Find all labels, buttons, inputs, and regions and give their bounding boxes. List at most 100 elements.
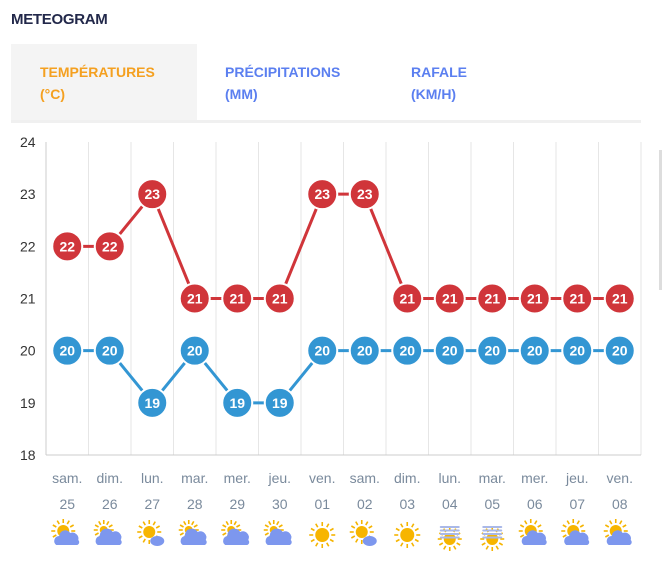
data-point-max[interactable] bbox=[51, 230, 84, 263]
tab-unit: (KM/H) bbox=[411, 86, 457, 102]
y-tick-label: 22 bbox=[20, 238, 36, 254]
date-label: 28 bbox=[187, 496, 203, 512]
y-tick-label: 19 bbox=[20, 395, 36, 411]
data-point-min[interactable] bbox=[433, 334, 466, 367]
y-tick-label: 24 bbox=[20, 134, 36, 150]
data-point-max[interactable] bbox=[136, 178, 169, 211]
day-label: lun. bbox=[438, 470, 461, 486]
tab-unit: (°C) bbox=[40, 86, 66, 102]
cloud-sun-icon bbox=[178, 520, 207, 545]
data-label: 21 bbox=[187, 291, 203, 307]
data-label: 20 bbox=[59, 343, 75, 359]
data-point-max[interactable] bbox=[306, 178, 339, 211]
cloud-sun-icon bbox=[93, 520, 122, 545]
scrollbar[interactable] bbox=[659, 150, 662, 290]
cloud-sun-icon bbox=[221, 520, 250, 545]
data-label: 22 bbox=[102, 238, 118, 254]
data-label: 20 bbox=[612, 343, 628, 359]
day-label: mer. bbox=[521, 470, 548, 486]
data-label: 21 bbox=[229, 291, 245, 307]
data-label: 21 bbox=[612, 291, 628, 307]
sun-small-cloud-icon bbox=[137, 520, 165, 546]
data-label: 20 bbox=[187, 343, 203, 359]
day-label: ven. bbox=[607, 470, 633, 486]
data-point-min[interactable] bbox=[136, 386, 169, 419]
sun-cloud-icon bbox=[603, 519, 632, 545]
data-label: 20 bbox=[102, 343, 118, 359]
date-label: 25 bbox=[59, 496, 75, 512]
data-point-max[interactable] bbox=[391, 282, 424, 315]
data-point-min[interactable] bbox=[263, 386, 296, 419]
data-point-max[interactable] bbox=[263, 282, 296, 315]
tab-precipitations[interactable]: PRÉCIPITATIONS (MM) bbox=[225, 44, 340, 120]
data-point-min[interactable] bbox=[518, 334, 551, 367]
data-label: 21 bbox=[569, 291, 585, 307]
sun-cloud-icon bbox=[51, 519, 80, 545]
y-tick-label: 23 bbox=[20, 186, 36, 202]
data-point-max[interactable] bbox=[221, 282, 254, 315]
data-label: 19 bbox=[229, 395, 245, 411]
day-label: jeu. bbox=[267, 470, 291, 486]
tab-label: PRÉCIPITATIONS bbox=[225, 64, 341, 80]
day-label: lun. bbox=[141, 470, 164, 486]
date-label: 29 bbox=[229, 496, 245, 512]
data-point-max[interactable] bbox=[561, 282, 594, 315]
date-label: 03 bbox=[399, 496, 415, 512]
fog-sun-icon bbox=[480, 526, 505, 551]
data-point-min[interactable] bbox=[391, 334, 424, 367]
date-label: 01 bbox=[314, 496, 330, 512]
date-label: 07 bbox=[569, 496, 585, 512]
date-label: 27 bbox=[144, 496, 160, 512]
tab-label: RAFALE bbox=[411, 64, 467, 80]
data-point-max[interactable] bbox=[603, 282, 636, 315]
data-point-min[interactable] bbox=[51, 334, 84, 367]
day-label: mar. bbox=[181, 470, 208, 486]
data-label: 20 bbox=[314, 343, 330, 359]
sun-icon bbox=[394, 522, 421, 548]
data-point-min[interactable] bbox=[561, 334, 594, 367]
date-label: 05 bbox=[484, 496, 500, 512]
date-label: 04 bbox=[442, 496, 458, 512]
data-point-max[interactable] bbox=[518, 282, 551, 315]
sun-small-cloud-icon bbox=[349, 520, 377, 546]
data-label: 23 bbox=[314, 186, 330, 202]
data-label: 19 bbox=[144, 395, 160, 411]
meteogram-title: METEOGRAM bbox=[11, 11, 108, 28]
data-point-min[interactable] bbox=[221, 386, 254, 419]
data-label: 21 bbox=[484, 291, 500, 307]
data-label: 21 bbox=[527, 291, 543, 307]
tab-rafale[interactable]: RAFALE (KM/H) bbox=[411, 44, 467, 120]
day-label: sam. bbox=[52, 470, 82, 486]
data-label: 21 bbox=[272, 291, 288, 307]
date-label: 02 bbox=[357, 496, 373, 512]
data-point-min[interactable] bbox=[178, 334, 211, 367]
data-label: 20 bbox=[569, 343, 585, 359]
sun-cloud-icon bbox=[518, 519, 547, 545]
data-point-max[interactable] bbox=[93, 230, 126, 263]
day-label: sam. bbox=[350, 470, 380, 486]
day-label: dim. bbox=[394, 470, 420, 486]
data-label: 21 bbox=[442, 291, 458, 307]
y-tick-label: 21 bbox=[20, 291, 36, 307]
data-point-max[interactable] bbox=[433, 282, 466, 315]
cloud-sun-icon bbox=[263, 520, 292, 545]
data-point-min[interactable] bbox=[348, 334, 381, 367]
data-label: 20 bbox=[399, 343, 415, 359]
data-label: 21 bbox=[399, 291, 415, 307]
data-label: 19 bbox=[272, 395, 288, 411]
data-label: 20 bbox=[442, 343, 458, 359]
data-point-min[interactable] bbox=[603, 334, 636, 367]
data-point-min[interactable] bbox=[306, 334, 339, 367]
data-point-max[interactable] bbox=[348, 178, 381, 211]
day-label: dim. bbox=[97, 470, 123, 486]
data-point-max[interactable] bbox=[476, 282, 509, 315]
data-point-min[interactable] bbox=[476, 334, 509, 367]
date-label: 26 bbox=[102, 496, 118, 512]
data-label: 20 bbox=[527, 343, 543, 359]
fog-sun-icon bbox=[437, 526, 462, 551]
data-point-max[interactable] bbox=[178, 282, 211, 315]
tab-temperatures[interactable]: TEMPÉRATURES (°C) bbox=[11, 44, 197, 120]
data-point-min[interactable] bbox=[93, 334, 126, 367]
date-label: 06 bbox=[527, 496, 543, 512]
date-label: 30 bbox=[272, 496, 288, 512]
